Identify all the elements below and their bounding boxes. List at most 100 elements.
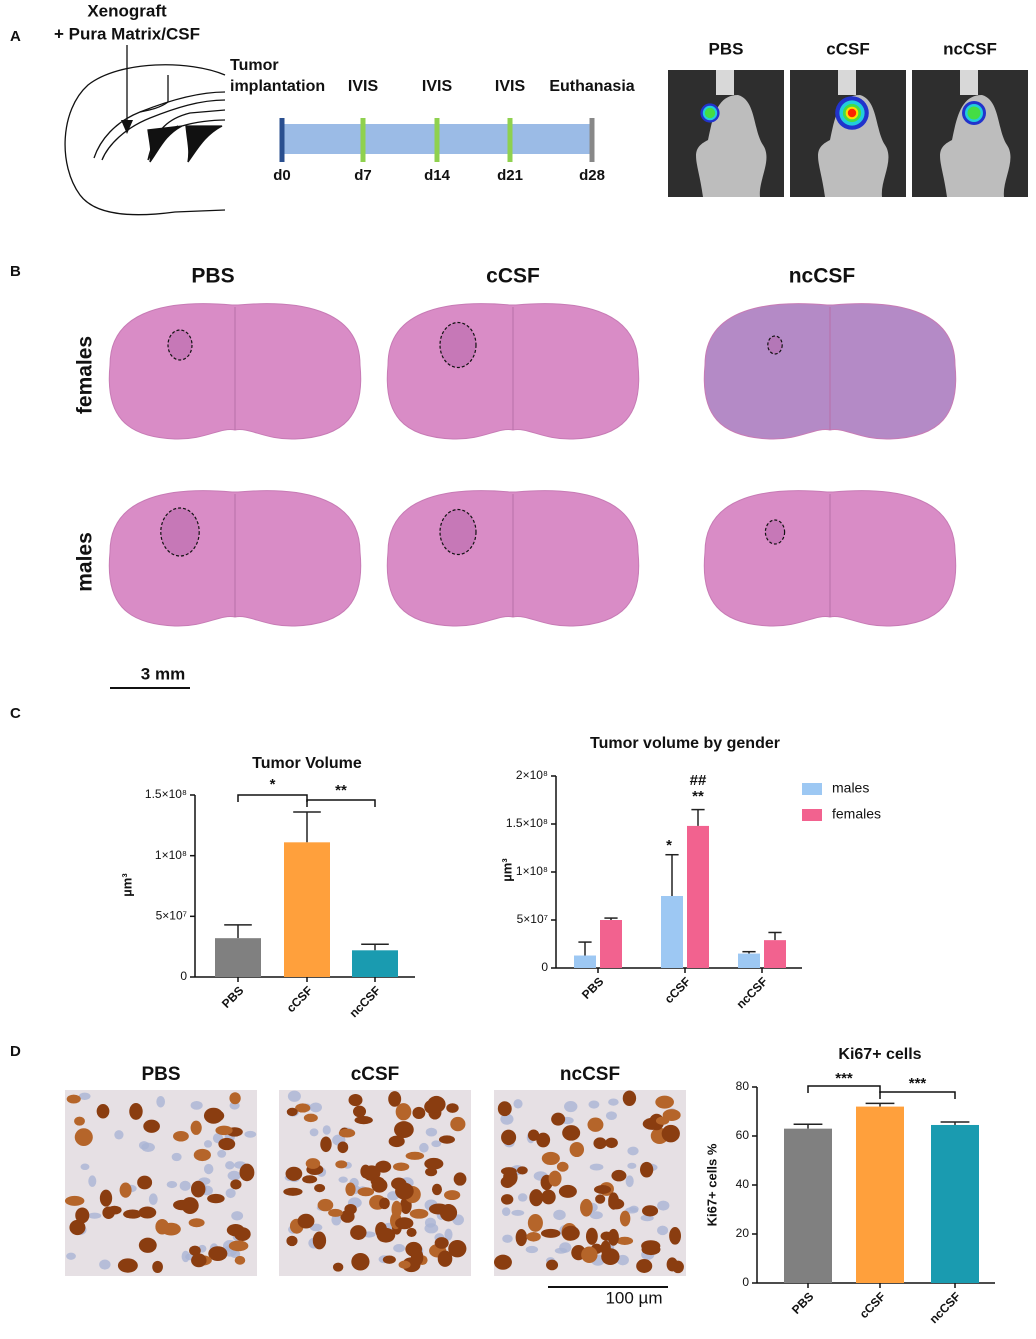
nucleus: [398, 1260, 411, 1269]
y-tick-label: 20: [736, 1226, 750, 1240]
injection-text: + Pura Matrix/CSF: [54, 24, 200, 43]
nucleus: [395, 1103, 412, 1121]
nucleus: [427, 1095, 446, 1113]
nucleus: [431, 1183, 442, 1196]
column-label: ncCSF: [789, 265, 856, 288]
y-tick-label: 40: [736, 1177, 750, 1191]
nucleus: [179, 1180, 191, 1191]
nucleus: [382, 1255, 396, 1264]
nucleus: [439, 1204, 458, 1222]
tumor-outline: [160, 507, 200, 557]
nucleus: [500, 1194, 514, 1205]
bar: [352, 950, 398, 977]
image-label: cCSF: [351, 1064, 400, 1085]
nucleus: [208, 1246, 228, 1262]
nucleus: [74, 1128, 93, 1146]
nucleus: [353, 1105, 367, 1118]
nucleus: [123, 1209, 142, 1219]
nucleus: [636, 1259, 653, 1273]
significance-bracket: [879, 1091, 956, 1099]
significance-label: *: [270, 776, 276, 793]
nucleus: [225, 1161, 235, 1170]
nucleus: [66, 1252, 76, 1260]
y-tick-label: 0: [541, 960, 548, 974]
nucleus: [348, 1094, 363, 1107]
nucleus: [558, 1184, 577, 1198]
nucleus: [580, 1198, 593, 1217]
nucleus: [493, 1254, 512, 1270]
timeline-event: implantation: [230, 78, 325, 95]
scale-bar-label: 3 mm: [141, 664, 185, 683]
significance-label: ***: [835, 1070, 853, 1087]
timeline-marker: [507, 118, 513, 162]
nucleus: [309, 1102, 322, 1113]
bar: [784, 1128, 832, 1283]
nucleus: [527, 1213, 543, 1232]
nucleus: [639, 1161, 654, 1178]
bar: [661, 896, 683, 968]
timeline-marker: [434, 118, 440, 162]
nucleus: [171, 1152, 182, 1162]
nucleus: [295, 1103, 311, 1113]
tumor-outline: [767, 335, 783, 355]
nucleus: [312, 1231, 327, 1250]
y-tick-label: 1×10⁸: [155, 848, 187, 862]
nucleus: [286, 1107, 298, 1117]
nucleus: [99, 1189, 113, 1207]
nucleus: [87, 1212, 102, 1219]
nucleus: [453, 1172, 467, 1186]
x-tick-label: cCSF: [662, 974, 694, 1006]
image-label: ncCSF: [560, 1064, 620, 1085]
nucleus: [64, 1195, 85, 1206]
timeline-day: d28: [579, 167, 605, 184]
timeline-day: d7: [354, 167, 372, 184]
nucleus: [513, 1099, 523, 1109]
y-tick-label: 1.5×10⁸: [506, 816, 548, 830]
nucleus: [332, 1262, 344, 1272]
nucleus: [322, 1125, 331, 1135]
nucleus: [605, 1137, 618, 1149]
nucleus: [227, 1170, 241, 1181]
nucleus: [616, 1236, 634, 1245]
nucleus: [379, 1197, 390, 1210]
nucleus: [406, 1227, 417, 1237]
nucleus: [344, 1204, 357, 1215]
timeline-event: IVIS: [422, 78, 453, 95]
tumor-outline: [167, 329, 193, 361]
nucleus: [189, 1245, 201, 1256]
y-tick-label: 0: [180, 969, 187, 983]
timeline-marker: [589, 118, 595, 162]
nucleus: [657, 1225, 669, 1236]
bar: [931, 1124, 979, 1283]
nucleus: [581, 1246, 598, 1264]
nucleus: [625, 1175, 634, 1188]
nucleus: [666, 1257, 678, 1272]
timeline-event: Euthanasia: [549, 78, 634, 95]
nucleus: [203, 1163, 214, 1175]
nucleus: [553, 1209, 566, 1221]
nucleus: [239, 1163, 255, 1182]
nucleus: [585, 1227, 598, 1245]
nucleus: [225, 1188, 236, 1199]
nucleus: [608, 1098, 619, 1106]
significance-label: ##: [690, 772, 707, 789]
nucleus: [500, 1113, 514, 1125]
y-tick-label: 80: [736, 1079, 750, 1093]
ivis-label: ncCSF: [943, 39, 997, 58]
nucleus: [619, 1210, 631, 1227]
nucleus: [350, 1225, 367, 1240]
nucleus: [627, 1162, 637, 1169]
nucleus: [138, 1237, 157, 1253]
nucleus: [148, 1193, 158, 1205]
nucleus: [156, 1095, 166, 1108]
ivis-label: PBS: [709, 39, 744, 58]
column-label: cCSF: [486, 265, 540, 288]
nucleus: [593, 1185, 612, 1194]
nucleus: [152, 1260, 163, 1274]
nucleus: [337, 1141, 349, 1154]
nucleus: [283, 1187, 303, 1196]
nucleus: [155, 1218, 169, 1235]
y-tick-label: 60: [736, 1128, 750, 1142]
nucleus: [661, 1124, 680, 1143]
ivis-signal: [847, 108, 857, 118]
